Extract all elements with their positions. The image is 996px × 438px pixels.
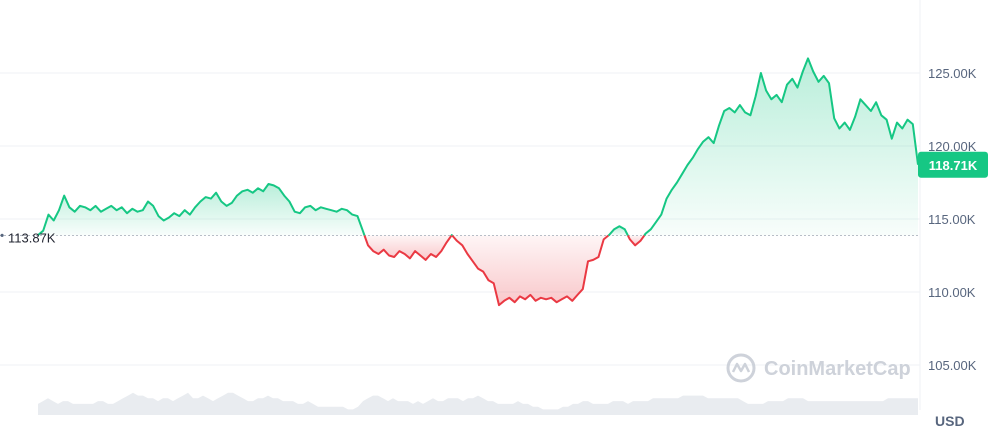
current-price-label: 118.71K (929, 158, 978, 173)
y-tick-label: 110.00K (928, 285, 976, 300)
coinmarketcap-logo-icon (728, 355, 754, 381)
y-tick-label: 125.00K (928, 66, 977, 81)
volume-area (38, 393, 918, 415)
volume-layer (38, 393, 918, 415)
y-tick-label: 120.00K (928, 139, 977, 154)
area-above-baseline (644, 58, 918, 235)
current-price-badge[interactable]: 118.71K (918, 152, 988, 178)
y-tick-label: 105.00K (928, 358, 977, 373)
baseline-label: • 113.87K (0, 228, 56, 245)
baseline-value-label: 113.87K (8, 230, 56, 245)
baseline-marker: • (0, 228, 4, 242)
currency-label: USD (935, 413, 965, 429)
watermark: CoinMarketCap (728, 355, 911, 381)
watermark-text: CoinMarketCap (764, 358, 911, 380)
y-axis: 125.00K 120.00K 115.00K 110.00K 105.00K (928, 66, 977, 373)
y-tick-label: 115.00K (928, 212, 976, 227)
